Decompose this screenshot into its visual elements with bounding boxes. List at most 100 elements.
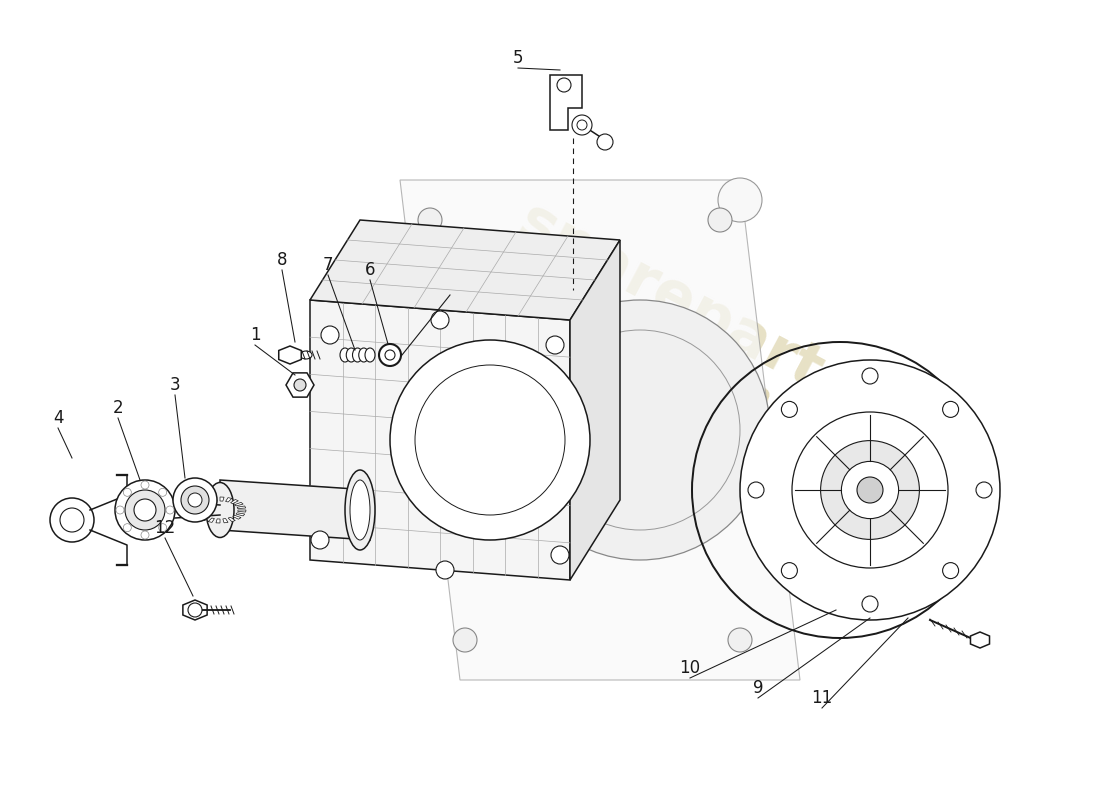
Polygon shape bbox=[223, 518, 228, 523]
Circle shape bbox=[125, 490, 165, 530]
Circle shape bbox=[158, 488, 167, 496]
Circle shape bbox=[379, 344, 401, 366]
Polygon shape bbox=[238, 506, 245, 509]
Circle shape bbox=[597, 134, 613, 150]
Circle shape bbox=[173, 478, 217, 522]
Circle shape bbox=[188, 493, 202, 507]
Text: 2: 2 bbox=[112, 399, 123, 417]
Circle shape bbox=[572, 115, 592, 135]
Circle shape bbox=[557, 78, 571, 92]
Polygon shape bbox=[799, 451, 838, 486]
Circle shape bbox=[321, 326, 339, 344]
Circle shape bbox=[546, 336, 564, 354]
Circle shape bbox=[116, 506, 124, 514]
Circle shape bbox=[311, 531, 329, 549]
Circle shape bbox=[418, 208, 442, 232]
Polygon shape bbox=[901, 494, 942, 529]
Polygon shape bbox=[220, 497, 224, 501]
Polygon shape bbox=[238, 510, 246, 512]
Circle shape bbox=[728, 628, 752, 652]
Polygon shape bbox=[201, 516, 209, 521]
Polygon shape bbox=[236, 513, 244, 516]
Circle shape bbox=[943, 562, 958, 578]
Circle shape bbox=[141, 481, 149, 489]
Circle shape bbox=[123, 488, 131, 496]
Polygon shape bbox=[873, 418, 909, 458]
Text: 6: 6 bbox=[365, 261, 375, 279]
Polygon shape bbox=[799, 494, 838, 529]
Polygon shape bbox=[228, 518, 235, 522]
Polygon shape bbox=[183, 600, 207, 620]
Circle shape bbox=[842, 462, 899, 518]
Circle shape bbox=[510, 300, 770, 560]
Polygon shape bbox=[208, 518, 214, 522]
Text: 3: 3 bbox=[169, 376, 180, 394]
Text: 4: 4 bbox=[53, 409, 64, 427]
Ellipse shape bbox=[346, 348, 356, 362]
Ellipse shape bbox=[350, 480, 370, 540]
Circle shape bbox=[781, 402, 798, 418]
Circle shape bbox=[708, 208, 732, 232]
Circle shape bbox=[792, 412, 948, 568]
Polygon shape bbox=[873, 522, 909, 562]
Circle shape bbox=[390, 340, 590, 540]
Circle shape bbox=[943, 402, 958, 418]
Text: 12: 12 bbox=[154, 519, 176, 537]
Polygon shape bbox=[310, 220, 620, 320]
Circle shape bbox=[166, 506, 174, 514]
Polygon shape bbox=[901, 451, 942, 486]
Polygon shape bbox=[832, 418, 866, 458]
Circle shape bbox=[781, 562, 798, 578]
Circle shape bbox=[740, 360, 1000, 620]
Circle shape bbox=[578, 120, 587, 130]
Circle shape bbox=[141, 531, 149, 539]
Circle shape bbox=[385, 350, 395, 360]
Ellipse shape bbox=[300, 351, 312, 359]
Polygon shape bbox=[278, 346, 301, 364]
Ellipse shape bbox=[365, 348, 375, 362]
Polygon shape bbox=[220, 480, 370, 540]
Text: 7: 7 bbox=[322, 256, 333, 274]
Circle shape bbox=[976, 482, 992, 498]
Text: 11: 11 bbox=[812, 689, 833, 707]
Ellipse shape bbox=[359, 348, 369, 362]
Polygon shape bbox=[550, 75, 582, 130]
Ellipse shape bbox=[206, 482, 234, 538]
Polygon shape bbox=[194, 508, 202, 510]
Ellipse shape bbox=[345, 470, 375, 550]
Text: sparepartstore: sparepartstore bbox=[508, 193, 992, 487]
Circle shape bbox=[862, 596, 878, 612]
Circle shape bbox=[182, 486, 209, 514]
Polygon shape bbox=[195, 511, 202, 514]
Text: 8: 8 bbox=[277, 251, 287, 269]
Circle shape bbox=[540, 330, 740, 530]
Circle shape bbox=[116, 480, 175, 540]
Text: 9: 9 bbox=[752, 679, 763, 697]
Polygon shape bbox=[197, 514, 206, 518]
Polygon shape bbox=[233, 515, 241, 519]
Circle shape bbox=[821, 441, 920, 539]
Circle shape bbox=[748, 482, 764, 498]
Circle shape bbox=[134, 499, 156, 521]
Text: 5: 5 bbox=[513, 49, 524, 67]
Circle shape bbox=[294, 379, 306, 391]
Polygon shape bbox=[310, 300, 570, 580]
Polygon shape bbox=[205, 498, 212, 502]
Polygon shape bbox=[570, 240, 620, 580]
Polygon shape bbox=[212, 497, 217, 502]
Circle shape bbox=[862, 368, 878, 384]
Circle shape bbox=[718, 178, 762, 222]
Ellipse shape bbox=[340, 348, 350, 362]
Circle shape bbox=[158, 524, 167, 532]
Polygon shape bbox=[199, 501, 207, 505]
Polygon shape bbox=[196, 504, 204, 507]
Polygon shape bbox=[226, 498, 232, 502]
Circle shape bbox=[60, 508, 84, 532]
Circle shape bbox=[436, 561, 454, 579]
Ellipse shape bbox=[292, 379, 309, 391]
Text: 10: 10 bbox=[680, 659, 701, 677]
Circle shape bbox=[188, 603, 202, 617]
Text: since 1985: since 1985 bbox=[698, 352, 940, 508]
Circle shape bbox=[453, 628, 477, 652]
Circle shape bbox=[551, 546, 569, 564]
